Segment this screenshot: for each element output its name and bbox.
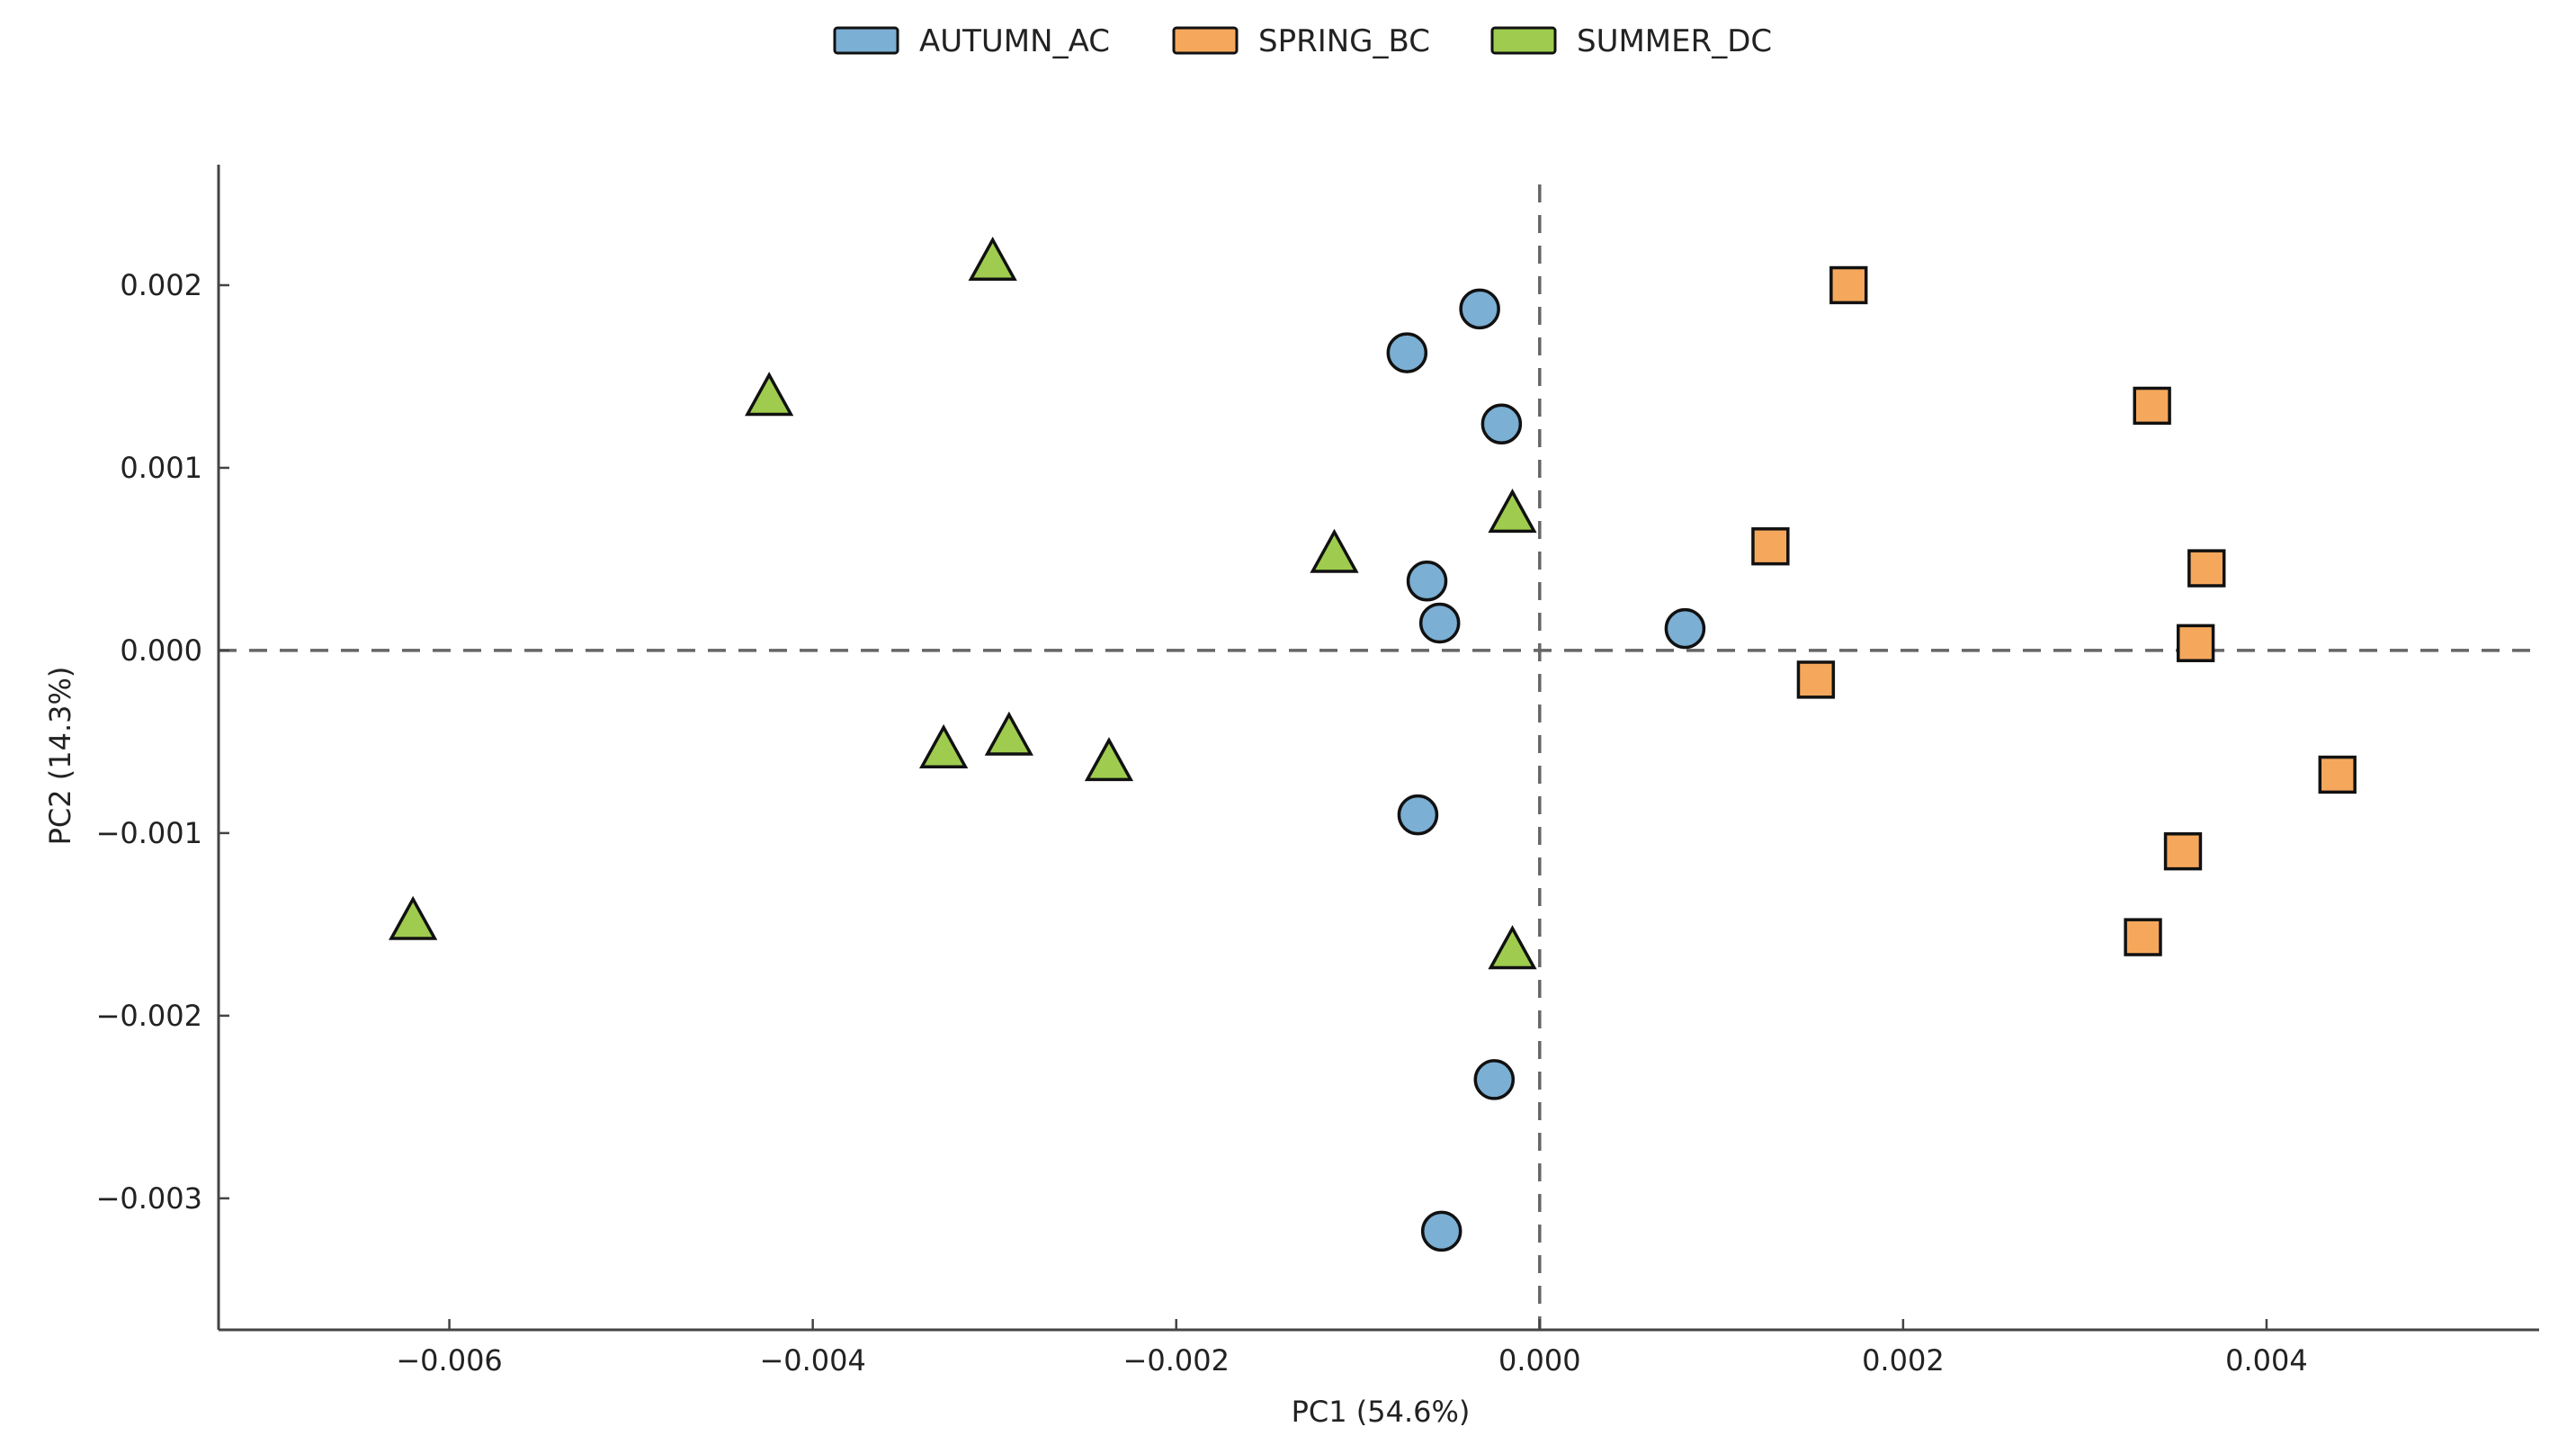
point-summer-dc [984, 711, 1033, 756]
legend-swatch-autumn-ac [833, 26, 899, 55]
point-autumn-ac [1473, 1059, 1516, 1100]
point-summer-dc [1310, 528, 1359, 573]
y-tick-label: 0.002 [120, 268, 202, 302]
point-summer-dc [1084, 737, 1134, 782]
x-tick-label: 0.004 [2225, 1343, 2308, 1378]
point-autumn-ac [1664, 607, 1706, 650]
y-tick-label: −0.002 [96, 999, 202, 1033]
point-autumn-ac [1480, 403, 1523, 444]
legend-label-autumn-ac: AUTUMN_AC [919, 23, 1110, 59]
x-tick-label: 0.000 [1498, 1343, 1581, 1378]
point-summer-dc [389, 895, 438, 940]
point-autumn-ac [1420, 1210, 1462, 1252]
point-spring-bc [1796, 660, 1836, 699]
point-autumn-ac [1418, 602, 1461, 644]
y-tick-label: −0.001 [96, 816, 202, 850]
point-spring-bc [2133, 386, 2171, 426]
data-points [389, 236, 2357, 1252]
point-summer-dc [745, 372, 794, 417]
y-axis-label: PC2 (14.3%) [43, 667, 77, 846]
point-spring-bc [2163, 832, 2203, 871]
point-spring-bc [1829, 265, 1868, 305]
y-tick-label: 0.001 [120, 451, 202, 485]
x-tick-label: −0.002 [1123, 1343, 1230, 1378]
reference-lines [219, 184, 2539, 1330]
point-summer-dc [968, 236, 1017, 281]
axes: −0.006 −0.004 −0.002 0.000 0.002 0.004 0.002 0.… [96, 165, 2539, 1378]
y-tick-label: −0.003 [96, 1181, 202, 1216]
point-summer-dc [919, 723, 969, 768]
point-autumn-ac [1406, 561, 1448, 602]
point-summer-dc [1488, 489, 1537, 534]
point-spring-bc [2176, 624, 2215, 662]
legend-swatch-spring-bc [1172, 26, 1239, 55]
y-tick-label: 0.000 [120, 633, 202, 668]
point-autumn-ac [1386, 332, 1428, 373]
x-tick-label: −0.006 [396, 1343, 502, 1378]
point-autumn-ac [1459, 288, 1500, 330]
x-axis-label: PC1 (54.6%) [1292, 1395, 1471, 1429]
legend-label-spring-bc: SPRING_BC [1258, 23, 1430, 59]
x-tick-label: −0.004 [759, 1343, 865, 1378]
point-spring-bc [2318, 755, 2357, 794]
point-autumn-ac [1397, 794, 1439, 836]
point-spring-bc [1751, 527, 1790, 566]
point-summer-dc [1488, 925, 1537, 970]
x-tick-label: 0.002 [1862, 1343, 1945, 1378]
legend-swatch-summer-dc [1490, 26, 1557, 55]
legend-label-summer-dc: SUMMER_DC [1577, 23, 1772, 59]
legend: AUTUMN_AC SPRING_BC SUMMER_DC [833, 23, 1772, 59]
point-spring-bc [2187, 549, 2226, 588]
point-spring-bc [2124, 918, 2162, 956]
